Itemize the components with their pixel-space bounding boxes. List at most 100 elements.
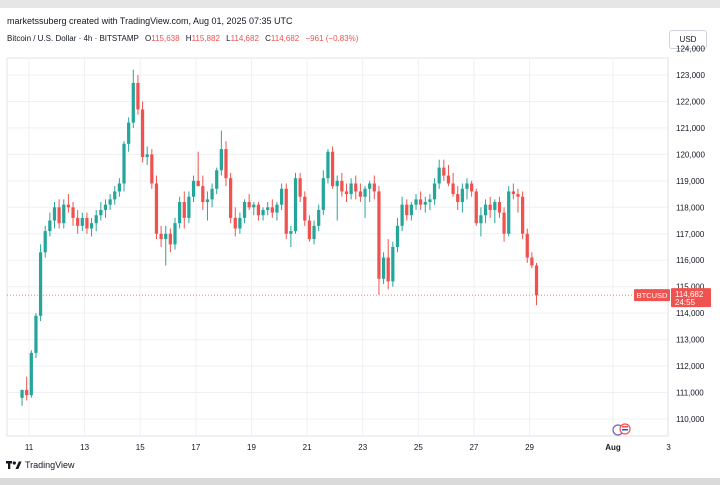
candle-body xyxy=(530,257,534,266)
candle-body xyxy=(85,217,89,229)
candle-body xyxy=(247,202,251,208)
x-tick-label: 21 xyxy=(303,443,312,452)
candle-body xyxy=(497,202,502,213)
candle-body xyxy=(520,196,525,234)
candle-body xyxy=(428,199,432,203)
y-tick-label: 121,000 xyxy=(676,124,705,133)
candle-body xyxy=(330,151,335,187)
candle-body xyxy=(284,188,288,234)
candle-body xyxy=(145,154,149,158)
currency-selector[interactable]: USD xyxy=(669,30,707,49)
candle-body xyxy=(419,199,423,205)
candle-body xyxy=(303,196,307,221)
low-value: 114,682 xyxy=(230,34,259,43)
top-border-strip xyxy=(0,0,720,8)
candle-body xyxy=(29,352,33,396)
candle-body xyxy=(210,188,214,200)
candles-layer xyxy=(20,69,539,406)
candle-body xyxy=(456,194,460,203)
created-text: created with TradingView.com, xyxy=(69,16,191,26)
x-tick-label: 25 xyxy=(414,443,423,452)
candle-body xyxy=(242,202,247,218)
candle-body xyxy=(344,191,349,195)
candle-body xyxy=(293,178,298,232)
candle-body xyxy=(395,225,400,247)
change-value: −961 (−0.83%) xyxy=(305,34,359,43)
candle-body xyxy=(256,204,261,216)
close-value: 114,682 xyxy=(270,34,300,43)
candle-body xyxy=(20,389,24,398)
candle-body xyxy=(409,204,414,216)
candle-body xyxy=(131,82,135,123)
y-tick-label: 117,000 xyxy=(676,230,705,239)
y-tick-label: 116,000 xyxy=(676,256,705,265)
candle-body xyxy=(219,149,223,171)
candle-body xyxy=(340,180,344,192)
high-label: H xyxy=(185,34,192,43)
x-tick-label: 29 xyxy=(525,443,534,452)
candle-body xyxy=(423,202,427,205)
candle-body xyxy=(377,191,381,279)
candle-body xyxy=(168,233,172,245)
candle-body xyxy=(307,220,312,240)
tradingview-logo[interactable]: TradingView xyxy=(6,460,75,470)
candle-body xyxy=(534,265,539,296)
candle-body xyxy=(511,191,515,195)
x-tick-label: 19 xyxy=(247,443,256,452)
candle-body xyxy=(127,122,131,144)
candle-body xyxy=(483,204,488,216)
symbol-legend: Bitcoin / U.S. Dollar · 4h · BITSTAMP O1… xyxy=(7,34,358,43)
candle-body xyxy=(43,231,47,253)
candle-body xyxy=(391,247,395,282)
candle-body xyxy=(76,217,80,226)
open-label: O xyxy=(144,34,152,43)
candle-body xyxy=(94,215,98,224)
candle-body xyxy=(252,204,256,208)
candle-body xyxy=(38,252,43,316)
candle-body xyxy=(205,199,210,203)
candle-body xyxy=(150,154,154,184)
last-price-value: 114,682 xyxy=(675,290,704,299)
flag-stripe-icon xyxy=(622,426,628,428)
candle-body xyxy=(446,175,451,184)
x-tick-label: 11 xyxy=(25,443,34,452)
candle-body xyxy=(164,233,168,240)
y-tick-label: 119,000 xyxy=(676,177,705,186)
candle-body xyxy=(437,167,441,184)
candle-body xyxy=(451,183,455,195)
high-value: 115,882 xyxy=(191,34,220,43)
candle-body xyxy=(279,188,284,205)
candle-body xyxy=(470,183,474,192)
author-name: marketssuberg xyxy=(7,16,67,26)
countdown-value: 24:55 xyxy=(675,298,696,307)
candle-body xyxy=(122,143,126,184)
open-value: 115,638 xyxy=(151,34,180,43)
candle-body xyxy=(103,204,108,210)
candle-body xyxy=(479,215,483,224)
y-tick-label-partial: 124,000 xyxy=(676,45,705,54)
candle-body xyxy=(34,315,38,353)
candle-body xyxy=(386,257,390,282)
tradingview-logo-icon xyxy=(6,460,22,469)
x-tick-label: 15 xyxy=(136,443,145,452)
candle-body xyxy=(321,178,325,210)
candle-body xyxy=(349,183,353,195)
candle-body xyxy=(405,204,409,216)
candle-body xyxy=(317,209,321,226)
candle-body xyxy=(191,180,196,197)
y-tick-label: 113,000 xyxy=(676,336,705,345)
candle-body xyxy=(215,170,219,189)
x-tick-label: 27 xyxy=(469,443,478,452)
candle-body xyxy=(154,183,159,234)
candle-body xyxy=(113,191,117,200)
plot-frame xyxy=(6,57,669,437)
candle-body xyxy=(493,202,497,210)
candle-body xyxy=(196,180,200,187)
candle-body xyxy=(117,183,122,192)
candle-body xyxy=(502,212,506,234)
candle-body xyxy=(57,207,61,224)
low-label: L xyxy=(226,34,231,43)
candle-body xyxy=(298,178,302,197)
